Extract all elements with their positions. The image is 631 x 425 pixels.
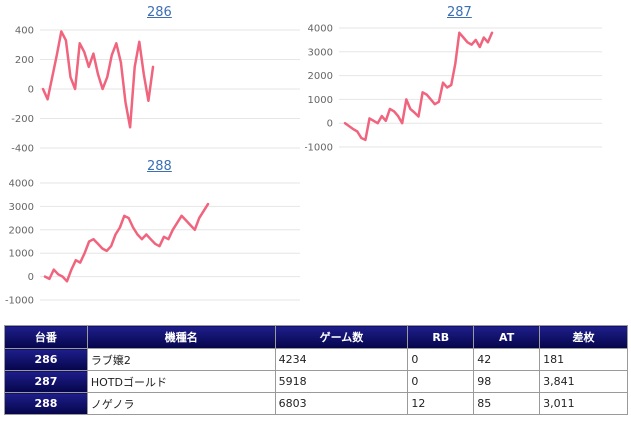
header-machine-number: 台番	[4, 325, 88, 349]
y-tick-label: 1000	[9, 249, 34, 260]
y-tick-label: 1000	[308, 95, 333, 106]
series-line	[41, 30, 155, 129]
model-name-cell: HOTDゴールド	[86, 370, 276, 393]
line-chart-286: 400 200 0 -200 -400	[11, 26, 300, 155]
rb-cell: 0	[407, 370, 475, 393]
header-game-count: ゲーム数	[274, 325, 409, 349]
machine-number-cell: 288	[4, 392, 88, 415]
game-count-cell: 5918	[274, 370, 409, 393]
series-line	[343, 31, 494, 142]
line-chart-288: 4000 3000 2000 1000 0 -1000	[5, 179, 300, 307]
game-count-cell: 6803	[274, 392, 409, 415]
machine-data-table: 台番 機種名 ゲーム数 RB AT 差枚 286 ラブ嬢2 4234 0 42 …	[4, 325, 628, 415]
machine-number-cell: 286	[4, 348, 88, 371]
at-cell: 98	[473, 370, 541, 393]
difference-cell: 181	[539, 348, 628, 371]
chart-title-link-286[interactable]: 286	[147, 5, 172, 20]
line-chart-287: 4000 3000 2000 1000 0 -1000	[304, 24, 602, 154]
game-count-cell: 4234	[274, 348, 409, 371]
chart-title-link-288[interactable]: 288	[147, 159, 172, 174]
model-name-cell: ラブ嬢2	[86, 348, 276, 371]
table-row: 288 ノゲノラ 6803 12 85 3,011	[4, 392, 628, 415]
machine-number-cell: 287	[4, 370, 88, 393]
header-model-name: 機種名	[86, 325, 276, 349]
table-row: 287 HOTDゴールド 5918 0 98 3,841	[4, 370, 628, 393]
y-tick-label: 0	[28, 85, 34, 96]
y-tick-label: 3000	[308, 47, 333, 58]
y-tick-label: 4000	[9, 179, 34, 190]
header-rb: RB	[407, 325, 475, 349]
header-at: AT	[473, 325, 541, 349]
y-tick-label: -200	[11, 114, 34, 125]
rb-cell: 0	[407, 348, 475, 371]
at-cell: 42	[473, 348, 541, 371]
series-line	[43, 202, 210, 283]
y-tick-label: -400	[11, 144, 34, 155]
y-tick-label: -1000	[5, 296, 34, 307]
y-tick-label: 400	[15, 26, 34, 37]
model-name-cell: ノゲノラ	[86, 392, 276, 415]
header-difference: 差枚	[539, 325, 628, 349]
chart-288: 288 4000 3000 2000 1000 0 -1000	[0, 155, 300, 315]
chart-286: 286 400 200 0 -200 -400	[0, 0, 300, 160]
chart-title-link-287[interactable]: 287	[447, 5, 472, 20]
y-tick-label: 3000	[9, 202, 34, 213]
at-cell: 85	[473, 392, 541, 415]
y-tick-label: 0	[327, 119, 333, 130]
y-tick-label: 200	[15, 55, 34, 66]
rb-cell: 12	[407, 392, 475, 415]
y-tick-label: -1000	[305, 143, 333, 154]
y-tick-label: 4000	[308, 24, 333, 35]
y-tick-label: 2000	[9, 225, 34, 236]
table-header-row: 台番 機種名 ゲーム数 RB AT 差枚	[4, 325, 628, 349]
table-row: 286 ラブ嬢2 4234 0 42 181	[4, 348, 628, 371]
y-tick-label: 2000	[308, 71, 333, 82]
y-tick-label: 0	[28, 272, 34, 283]
difference-cell: 3,011	[539, 392, 628, 415]
difference-cell: 3,841	[539, 370, 628, 393]
chart-287: 287 4000 3000 2000 1000 0 -1000	[304, 0, 615, 160]
